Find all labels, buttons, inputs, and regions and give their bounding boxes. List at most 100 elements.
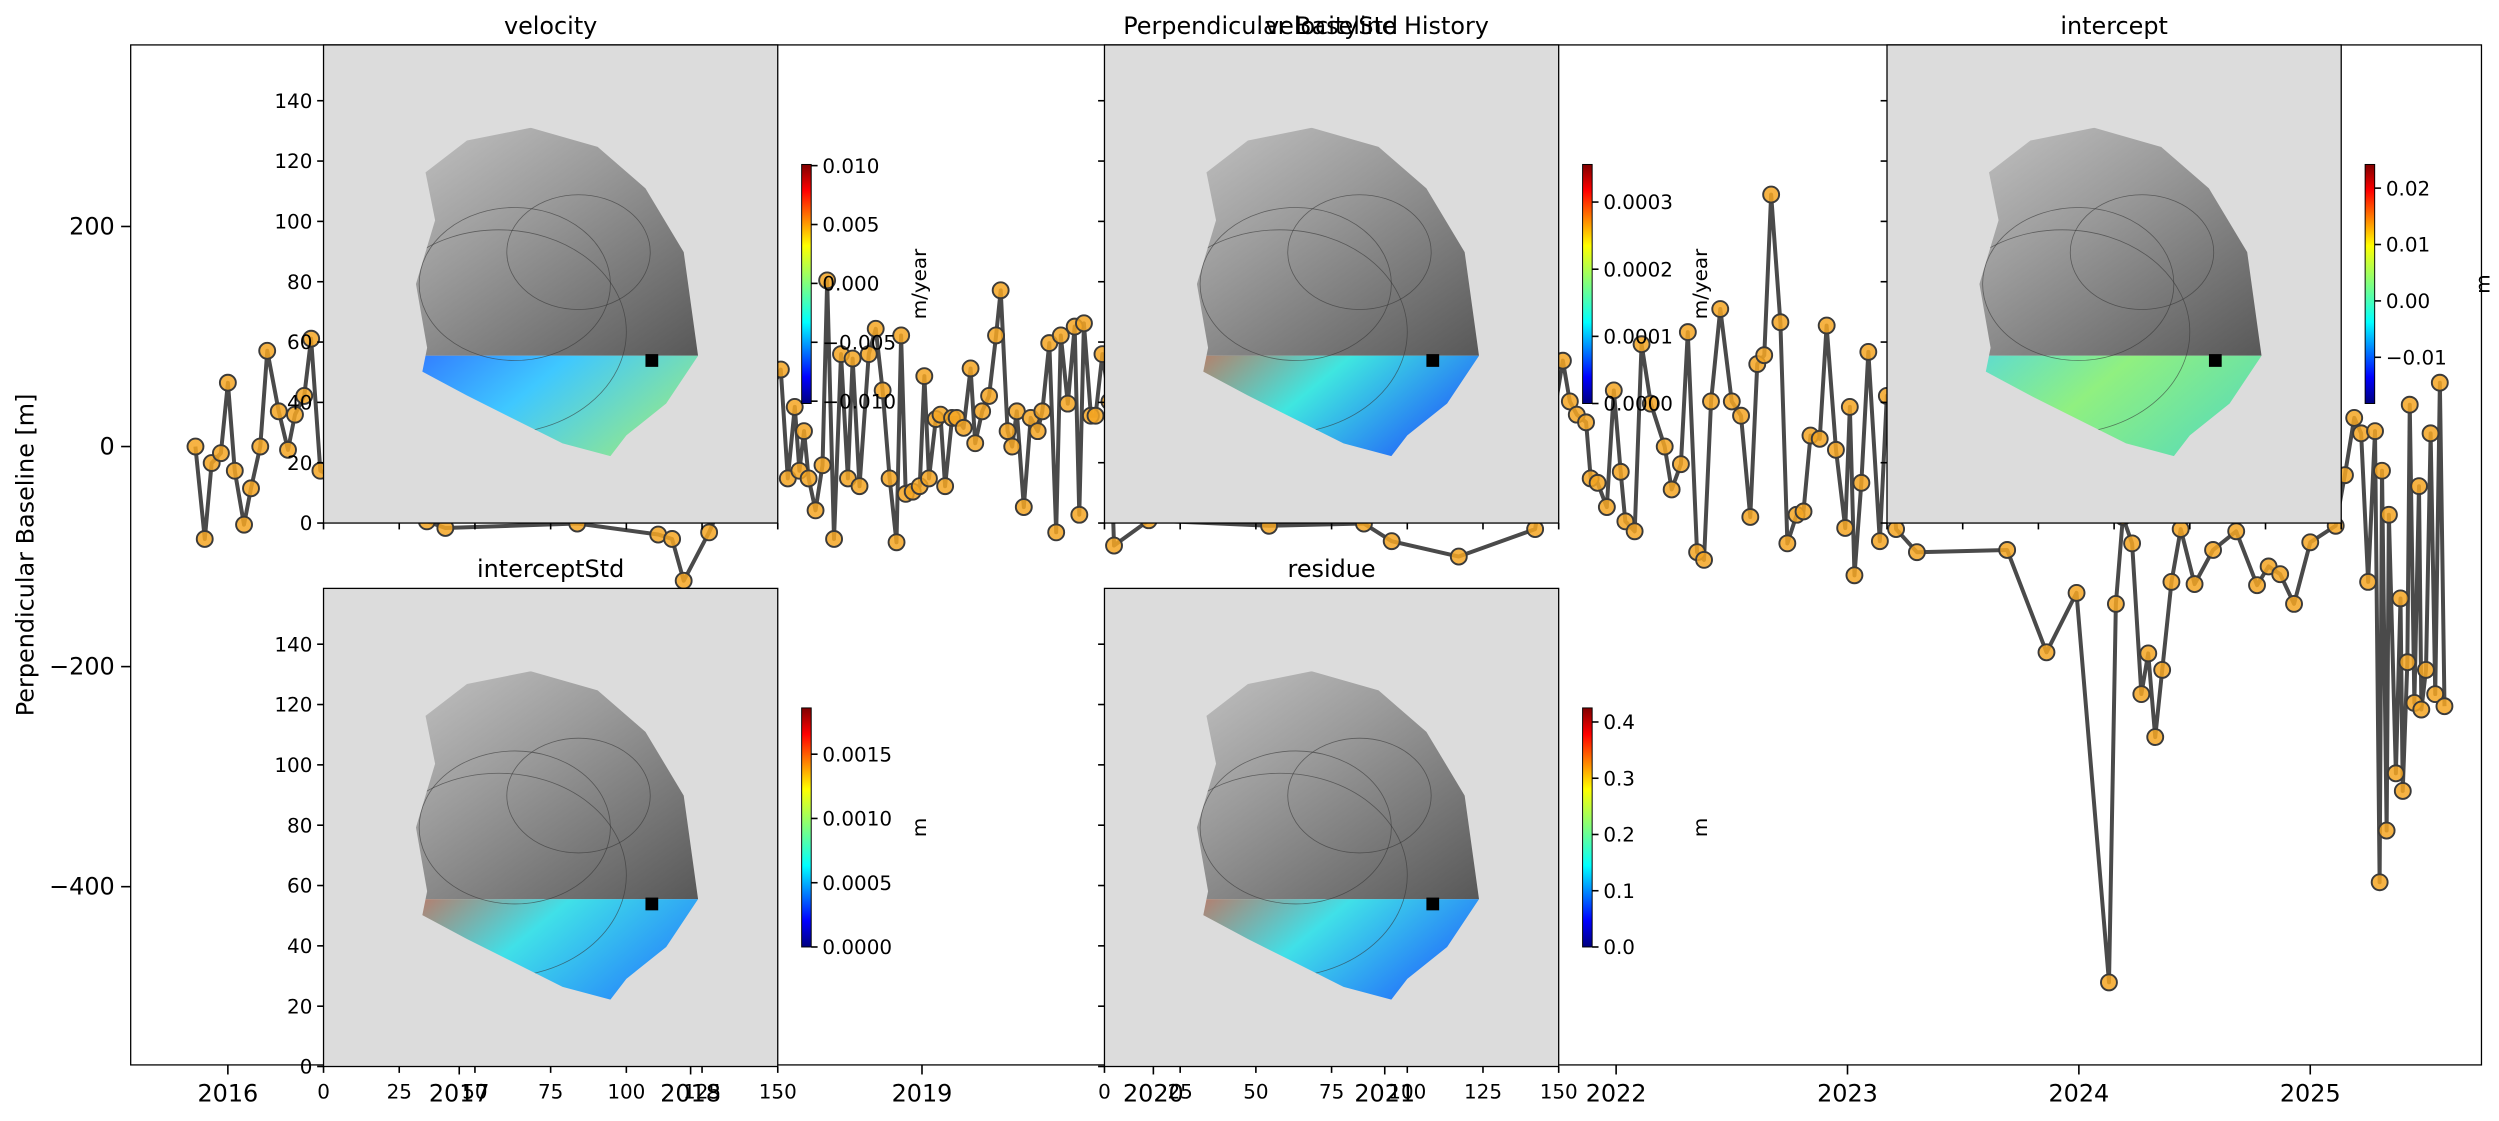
baseline-point [2430,373,2449,392]
x-tick-label: 2022 [1586,1080,1647,1108]
colorbar-tick-label: 0.00 [2386,290,2430,313]
baseline-point [2386,764,2405,783]
baseline-point [1625,522,1644,541]
baseline-point [2426,685,2445,704]
baseline-point [2067,583,2086,602]
colorbar [1582,163,1593,404]
image-y-tick-label: 20 [287,452,312,475]
colorbar-label: m/year [908,248,931,319]
colorbar-label: m/year [1689,248,1712,319]
image-y-tick-label: 60 [287,331,312,354]
baseline-point [2359,572,2378,591]
baseline-point [1794,502,1813,521]
image-x-tick-label: 0 [317,1080,330,1103]
image-x-tick-label: 50 [462,1080,487,1103]
baseline-point [2100,973,2118,992]
image-x-tick-label: 25 [1168,1080,1193,1103]
colorbar-label: m [2471,274,2494,293]
image-y-tick-label: 120 [274,150,312,173]
baseline-point [799,469,818,488]
image-title: residue [1288,555,1376,583]
reference-point [645,354,659,367]
baseline-point [1836,519,1855,537]
x-tick-label: 2023 [1817,1080,1878,1108]
baseline-point [1577,413,1595,432]
baseline-point [2185,575,2204,594]
baseline-point [700,523,719,542]
contour [1287,194,1432,310]
baseline-point [1907,543,1926,562]
baseline-point [998,422,1017,441]
contour [418,750,611,905]
image-y-tick-label: 100 [274,754,312,777]
baseline-point [1014,498,1033,516]
baseline-point [991,281,1010,300]
image-panel: interceptStd 0 20 40 60 80 100 120 140 0 25 50 75 100… [274,555,931,1103]
image-title: velocityStd [1265,12,1398,40]
colorbar [2364,163,2376,404]
baseline-point [2377,821,2396,840]
baseline-point [2421,424,2440,443]
baseline-point [873,381,892,400]
baseline-point [1771,313,1790,332]
x-tick-label: 2021 [1354,1080,1415,1108]
contour [506,737,651,854]
baseline-point [915,367,934,386]
colorbar-tick-label: 0.2 [1603,824,1635,847]
image-y-tick-label: 100 [274,211,312,234]
baseline-point [2412,700,2431,719]
colorbar-tick-label: 0.0001 [1603,326,1673,349]
baseline-point [866,319,885,338]
baseline-point [1449,547,1468,566]
baseline-point [186,437,205,456]
baseline-point [1870,532,1889,551]
baseline-point [2366,422,2384,441]
baseline-point [2398,653,2417,672]
baseline-point [1859,342,1878,361]
contour [418,207,611,361]
baseline-point [2146,728,2165,746]
baseline-point [1732,406,1750,425]
contour [1287,737,1432,854]
colorbar-tick-label: 0.4 [1603,711,1635,734]
baseline-point [2370,873,2389,892]
colorbar-tick-label: 0.000 [822,273,879,296]
baseline-point [258,341,277,360]
colorbar-tick-label: 0.0000 [1603,393,1673,416]
image-x-tick-label: 0 [1098,1080,1111,1103]
x-tick-label: 2020 [1123,1080,1184,1108]
baseline-point [961,359,980,378]
baseline-point [818,271,837,290]
baseline-point [1702,392,1720,411]
reference-point [1426,897,1440,911]
baseline-point [211,444,230,463]
colorbar-tick-label: 0.0002 [1603,258,1673,281]
image-x-tick-label: 75 [1319,1080,1344,1103]
colorbar-tick-label: 0.0015 [822,743,892,766]
baseline-point [1051,326,1070,345]
image-y-tick-label: 0 [300,1056,313,1079]
baseline-point [1028,422,1047,441]
baseline-point [1678,323,1697,342]
baseline-point [1033,402,1052,421]
baseline-point [2410,477,2428,496]
colorbar-label: m [1689,818,1712,837]
baseline-point [1058,394,1077,413]
baseline-point [269,402,288,421]
baseline-point [1641,394,1660,413]
image-y-tick-label: 40 [287,935,312,958]
baseline-point [2227,522,2246,541]
image-title: velocity [504,12,597,40]
y-tick-label: −200 [49,653,115,681]
baseline-point [279,440,297,459]
colorbar-tick-label: 0.0010 [822,808,892,831]
x-tick-label: 2016 [197,1080,258,1108]
baseline-point [806,501,825,520]
baseline-point [1604,381,1623,400]
baseline-point [2153,660,2172,679]
image-x-tick-label: 50 [1243,1080,1268,1103]
colorbar [1582,707,1593,948]
image-y-tick-label: 140 [274,90,312,113]
colorbar [801,163,812,404]
